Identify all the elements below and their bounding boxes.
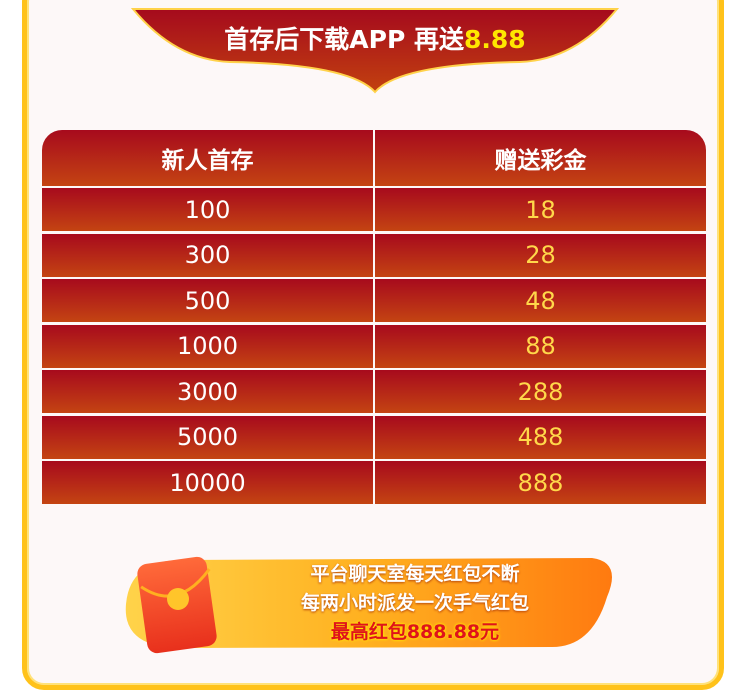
promo-line: 平台聊天室每天红包不断 (310, 563, 520, 585)
promo-line: 每两小时派发一次手气红包 (300, 592, 529, 614)
deposit-cell: 3000 (42, 370, 373, 413)
column-header: 新人首存 (42, 130, 373, 186)
deposit-cell: 5000 (42, 415, 373, 459)
deposit-cell: 500 (42, 279, 373, 322)
red-envelope-icon (137, 556, 217, 654)
column-header: 赠送彩金 (375, 130, 706, 186)
title-highlight: 8.88 (464, 25, 526, 54)
table-row: 10000 888 (42, 461, 706, 504)
bonus-cell: 288 (375, 370, 706, 413)
bonus-cell: 88 (375, 324, 706, 368)
page-title: 首存后下载APP 再送8.88 (0, 20, 750, 56)
bonus-cell: 28 (375, 233, 706, 277)
table-row: 100 18 (42, 188, 706, 231)
title-banner (130, 8, 620, 94)
deposit-cell: 1000 (42, 324, 373, 368)
bonus-cell: 888 (375, 461, 706, 504)
table-row: 1000 88 (42, 324, 706, 368)
bonus-cell: 18 (375, 188, 706, 231)
deposit-cell: 300 (42, 233, 373, 277)
bonus-table: 新人首存 赠送彩金 100 18 300 28 500 48 1000 88 3000 2… (42, 130, 706, 507)
table-row: 5000 488 (42, 415, 706, 459)
promo-text: 平台聊天室每天红包不断 每两小时派发一次手气红包 最高红包888.88元 (290, 560, 540, 647)
promo-banner (125, 556, 612, 654)
bonus-cell: 48 (375, 279, 706, 322)
title-main: 首存后下载APP 再送 (224, 25, 464, 54)
bonus-cell: 488 (375, 415, 706, 459)
table-row: 300 28 (42, 233, 706, 277)
deposit-cell: 10000 (42, 461, 373, 504)
promo-max-amount: 最高红包888.88元 (330, 621, 500, 643)
table-row: 500 48 (42, 279, 706, 322)
table-row: 3000 288 (42, 370, 706, 413)
deposit-cell: 100 (42, 188, 373, 231)
table-header: 新人首存 赠送彩金 (42, 130, 706, 186)
